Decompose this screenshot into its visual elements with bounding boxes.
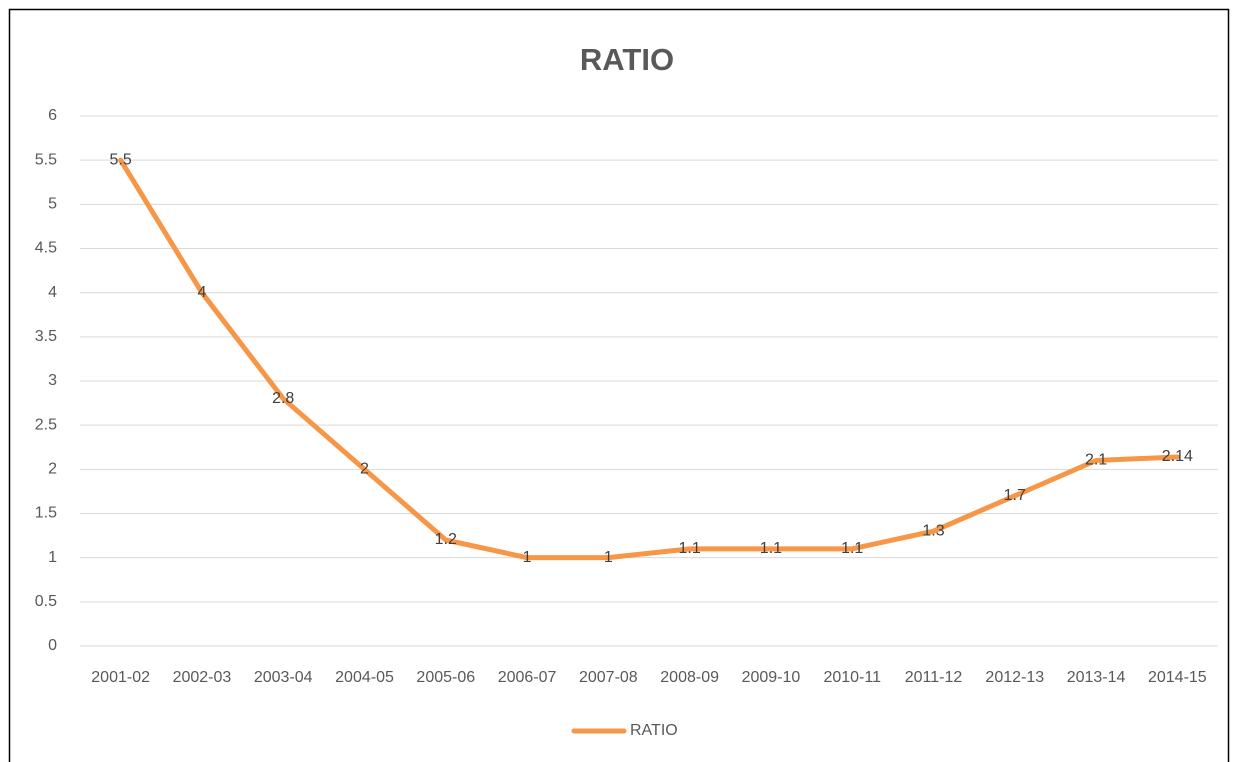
x-tick-label: 2012-13 xyxy=(985,669,1044,686)
y-tick-label: 0 xyxy=(48,637,57,654)
x-tick-label: 2002-03 xyxy=(173,669,232,686)
data-label: 2 xyxy=(360,461,369,478)
data-label: 1.1 xyxy=(679,540,701,557)
data-label: 4 xyxy=(197,284,206,301)
data-label: 1.7 xyxy=(1004,487,1026,504)
x-tick-label: 2014-15 xyxy=(1148,669,1207,686)
x-tick-label: 2003-04 xyxy=(254,669,313,686)
y-tick-label: 5.5 xyxy=(35,151,57,168)
chart-border xyxy=(8,8,1230,762)
data-label: 1.2 xyxy=(435,531,457,548)
x-tick-label: 2001-02 xyxy=(91,669,150,686)
data-label: 5.5 xyxy=(110,151,132,168)
data-label: 1.1 xyxy=(760,540,782,557)
data-label: 1.3 xyxy=(922,522,944,539)
y-tick-label: 1.5 xyxy=(35,505,57,522)
x-tick-label: 2008-09 xyxy=(660,669,719,686)
data-label: 1.1 xyxy=(841,540,863,557)
x-tick-label: 2013-14 xyxy=(1067,669,1126,686)
data-label: 2.14 xyxy=(1162,448,1193,465)
legend-label: RATIO xyxy=(630,722,678,739)
y-tick-label: 5 xyxy=(48,196,57,213)
y-tick-label: 6 xyxy=(48,107,57,124)
x-tick-label: 2011-12 xyxy=(905,669,963,686)
chart-title: RATIO xyxy=(580,42,674,77)
data-line xyxy=(118,157,1180,561)
x-tick-label: 2004-05 xyxy=(335,669,394,686)
x-tick-label: 2005-06 xyxy=(416,669,475,686)
data-label: 1 xyxy=(523,549,532,566)
y-tick-label: 3.5 xyxy=(35,328,57,345)
y-tick-label: 3 xyxy=(48,372,57,389)
data-label: 2.8 xyxy=(272,390,294,407)
data-label: 2.1 xyxy=(1085,452,1107,469)
x-tick-label: 2006-07 xyxy=(498,669,557,686)
y-tick-label: 4.5 xyxy=(35,240,57,257)
x-tick-label: 2009-10 xyxy=(742,669,801,686)
y-tick-label: 1 xyxy=(48,549,57,566)
y-tick-label: 0.5 xyxy=(35,593,57,610)
y-tick-label: 2 xyxy=(48,461,57,478)
x-tick-label: 2007-08 xyxy=(579,669,638,686)
y-tick-label: 4 xyxy=(48,284,57,301)
data-label: 1 xyxy=(604,549,613,566)
y-tick-label: 2.5 xyxy=(35,416,57,433)
x-tick-label: 2010-11 xyxy=(823,669,881,686)
